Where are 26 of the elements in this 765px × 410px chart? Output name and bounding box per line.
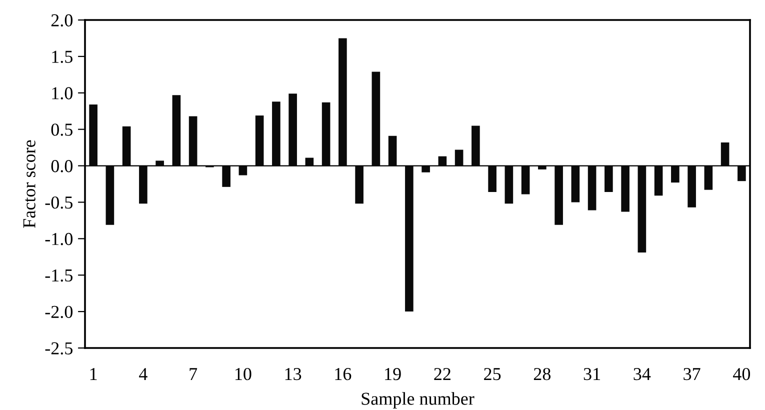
y-axis-title: Factor score <box>23 140 36 228</box>
x-tick-label: 19 <box>385 368 401 380</box>
x-tick-label: 40 <box>733 368 750 380</box>
y-tick-label: 1.5 <box>52 50 72 63</box>
y-tick-label: 0.0 <box>51 160 73 172</box>
x-tick-label: 28 <box>534 368 551 380</box>
x-tick-label: 31 <box>584 368 600 380</box>
x-tick-label: 10 <box>236 368 252 380</box>
x-tick-label: 25 <box>484 368 501 380</box>
x-tick-label: 1 <box>90 368 97 380</box>
x-tick-label: 4 <box>139 368 148 380</box>
y-tick-label: -2.0 <box>45 306 73 318</box>
y-tick-label: 2.0 <box>51 14 73 27</box>
x-tick-label: 7 <box>190 368 198 380</box>
y-tick-label: 0.5 <box>51 124 72 136</box>
x-tick-label: 22 <box>434 368 450 380</box>
x-tick-label: 34 <box>634 368 651 380</box>
x-tick-label: 37 <box>684 368 700 380</box>
x-tick-label: 13 <box>285 368 302 380</box>
y-tick-label: -0.5 <box>45 196 72 209</box>
y-tick-label: 1.0 <box>52 87 73 100</box>
y-tick-label: -1.0 <box>45 232 73 246</box>
y-tick-label: -1.5 <box>45 269 72 282</box>
x-axis-title: Sample number <box>362 392 474 409</box>
y-tick-label: -2.5 <box>45 342 72 355</box>
x-tick-label: 16 <box>335 368 352 380</box>
